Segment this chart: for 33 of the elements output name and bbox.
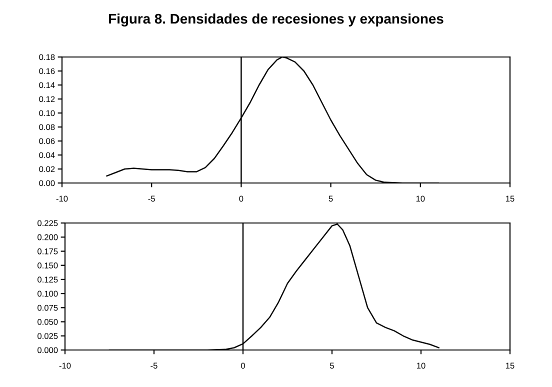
x-tick-label: -5: [150, 362, 158, 369]
y-tick-label: 0.075: [38, 304, 58, 311]
y-tick-label: 0.04: [39, 152, 55, 158]
y-tick-label: 0.225: [38, 220, 58, 226]
y-tick-label: 0.050: [38, 318, 58, 325]
x-tick-label: 0: [241, 362, 245, 369]
y-tick-label: 0.00: [39, 180, 55, 186]
y-tick-label: 0.200: [38, 234, 58, 240]
y-tick-label: 0.12: [39, 96, 55, 102]
x-tick-label: 15: [506, 362, 514, 369]
x-tick-label: 15: [506, 196, 514, 202]
y-tick-label: 0.150: [38, 262, 58, 268]
x-tick-label: 5: [330, 362, 334, 369]
y-tick-label: 0.000: [38, 347, 58, 354]
y-tick-label: 0.08: [39, 124, 55, 130]
y-tick-label: 0.14: [39, 82, 55, 88]
y-tick-label: 0.18: [39, 54, 55, 60]
x-tick-label: 0: [239, 196, 244, 202]
y-tick-label: 0.125: [38, 276, 58, 283]
x-tick-label: -10: [56, 196, 68, 202]
y-tick-label: 0.16: [39, 68, 55, 74]
x-tick-label: 10: [417, 362, 426, 369]
y-tick-label: 0.025: [38, 333, 58, 339]
x-tick-label: -10: [59, 362, 71, 369]
x-tick-label: 5: [328, 196, 333, 202]
y-tick-label: 0.175: [38, 248, 58, 254]
y-tick-label: 0.100: [38, 290, 58, 297]
y-tick-label: 0.10: [39, 110, 55, 116]
y-tick-label: 0.06: [39, 138, 55, 144]
x-tick-label: 10: [416, 196, 425, 202]
x-tick-label: -5: [148, 196, 155, 202]
y-tick-label: 0.02: [39, 166, 55, 172]
chart-title: Figura 8. Densidades de recesiones y expansiones: [109, 13, 444, 27]
